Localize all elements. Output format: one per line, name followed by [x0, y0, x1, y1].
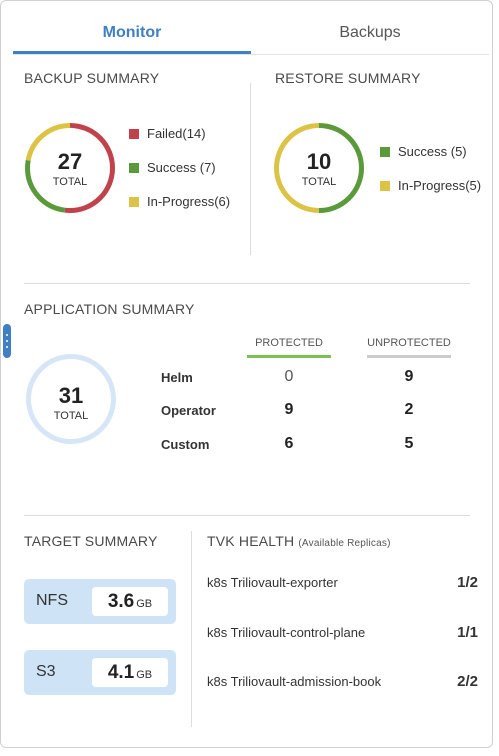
- tvk-health-subtitle: (Available Replicas): [298, 538, 391, 549]
- health-item-exporter: k8s Triliovault-exporter: [207, 575, 338, 590]
- health-item-control-plane: k8s Triliovault-control-plane: [207, 625, 366, 640]
- column-header-unprotected: UNPROTECTED: [367, 337, 451, 358]
- restore-total-label: TOTAL: [301, 176, 337, 188]
- monitor-panel: Monitor Backups BACKUP SUMMARY 27 TOTAL …: [0, 0, 493, 748]
- application-total-value: 31: [58, 383, 84, 408]
- backup-total-value: 27: [57, 149, 83, 174]
- target-s3-size: 4.1 GB: [92, 658, 168, 687]
- application-total-label: TOTAL: [53, 410, 89, 422]
- application-summary-title: APPLICATION SUMMARY: [24, 301, 195, 317]
- helm-unprotected: 9: [404, 368, 414, 385]
- column-header-protected: PROTECTED: [247, 337, 331, 358]
- backup-legend: Failed(14) Success (7) In-Progress(6): [129, 125, 230, 227]
- target-s3-unit: GB: [136, 669, 153, 681]
- legend-item-in-progress: In-Progress(6): [129, 193, 230, 210]
- restore-arc-1: [274, 123, 364, 213]
- failed-swatch: [129, 128, 139, 139]
- operator-unprotected: 2: [404, 401, 414, 418]
- target-nfs-size: 3.6 GB: [92, 587, 168, 616]
- backup-arc-1: [25, 123, 115, 213]
- target-summary-title: TARGET SUMMARY: [24, 533, 158, 549]
- tvk-health-title-text: TVK HEALTH: [207, 533, 295, 549]
- tab-backups[interactable]: Backups: [339, 24, 401, 41]
- target-nfs[interactable]: NFS 3.6 GB: [24, 579, 176, 624]
- operator-protected: 9: [284, 401, 294, 418]
- legend-item-restore-success: Success (5): [380, 143, 481, 160]
- backup-donut-chart: [25, 123, 115, 213]
- custom-protected: 6: [284, 435, 294, 452]
- health-value-exporter: 1/2: [457, 574, 478, 591]
- target-nfs-unit: GB: [136, 598, 153, 610]
- legend-label-success: Success (7): [147, 160, 216, 175]
- health-value-admission-book: 2/2: [457, 673, 478, 690]
- row-label-operator: Operator: [161, 403, 216, 418]
- target-s3-value: 4.1: [107, 662, 135, 683]
- tab-monitor[interactable]: Monitor: [13, 15, 251, 54]
- section-divider-2: [24, 515, 470, 516]
- restore-summary-title: RESTORE SUMMARY: [275, 70, 421, 86]
- backup-total-label: TOTAL: [52, 176, 88, 188]
- application-donut: 31 TOTAL: [25, 353, 117, 445]
- in-progress-swatch: [129, 196, 139, 207]
- tab-bar: Monitor Backups: [13, 15, 489, 55]
- restore-success-swatch: [380, 146, 390, 157]
- legend-item-success: Success (7): [129, 159, 230, 176]
- application-ring: [26, 354, 116, 444]
- legend-label-restore-success: Success (5): [398, 144, 467, 159]
- restore-total-value: 10: [306, 149, 332, 174]
- legend-item-restore-in-progress: In-Progress(5): [380, 177, 481, 194]
- target-nfs-value: 3.6: [107, 591, 135, 612]
- target-health-divider: [191, 531, 192, 727]
- legend-item-failed: Failed(14): [129, 125, 230, 142]
- restore-in-progress-swatch: [380, 180, 390, 191]
- row-label-custom: Custom: [161, 437, 210, 452]
- legend-label-in-progress: In-Progress(6): [147, 194, 231, 209]
- backup-arc-2: [25, 123, 115, 213]
- target-nfs-name: NFS: [36, 592, 68, 609]
- drag-handle-icon[interactable]: [3, 324, 11, 358]
- restore-donut-chart: [274, 123, 364, 213]
- tvk-health-title: TVK HEALTH (Available Replicas): [207, 533, 391, 549]
- backup-donut: 27 TOTAL: [24, 122, 116, 214]
- legend-label-failed: Failed(14): [147, 126, 206, 141]
- health-value-control-plane: 1/1: [457, 624, 478, 641]
- custom-unprotected: 5: [404, 435, 414, 452]
- target-s3[interactable]: S3 4.1 GB: [24, 650, 176, 695]
- row-label-helm: Helm: [161, 370, 193, 385]
- restore-legend: Success (5) In-Progress(5): [380, 143, 481, 211]
- summary-divider: [250, 83, 251, 255]
- success-swatch: [129, 162, 139, 173]
- health-item-admission-book: k8s Triliovault-admission-book: [207, 674, 382, 689]
- backup-summary-title: BACKUP SUMMARY: [24, 70, 160, 86]
- section-divider-1: [24, 283, 470, 284]
- restore-donut: 10 TOTAL: [273, 122, 365, 214]
- target-s3-name: S3: [36, 663, 56, 680]
- legend-label-restore-in-progress: In-Progress(5): [398, 178, 482, 193]
- helm-protected: 0: [284, 368, 294, 385]
